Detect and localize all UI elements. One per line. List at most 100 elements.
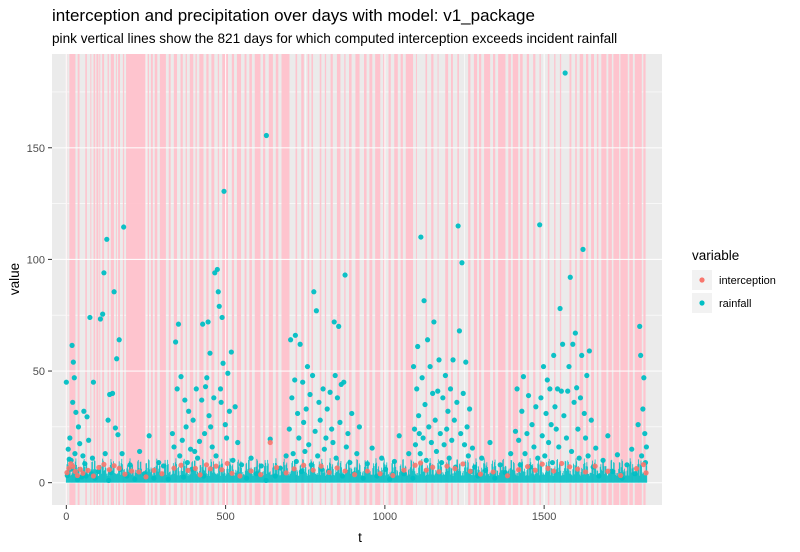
rainfall-point [538, 395, 544, 401]
rainfall-point [327, 389, 333, 395]
interception-point [574, 466, 581, 472]
rainfall-point [428, 439, 434, 446]
highlight-band [400, 54, 403, 505]
rainfall-point [492, 475, 498, 481]
rainfall-point [432, 417, 438, 423]
rainfall-point [213, 453, 219, 459]
rainfall-point [178, 374, 184, 380]
rainfall-point [306, 442, 312, 448]
rainfall-point [635, 422, 641, 428]
interception-point [643, 470, 649, 476]
rainfall-point [517, 462, 523, 468]
rainfall-point [258, 463, 264, 469]
rainfall-point [360, 475, 366, 481]
rainfall-point [354, 451, 360, 457]
interception-point [352, 472, 358, 478]
interception-point [326, 469, 332, 476]
rainfall-point [184, 459, 190, 466]
rainfall-point [638, 352, 644, 359]
interception-point [64, 470, 70, 476]
highlight-band [324, 54, 327, 505]
interception-point [430, 464, 436, 470]
rainfall-point [192, 448, 198, 455]
rainfall-point [479, 455, 485, 461]
rainfall-point [412, 442, 419, 448]
rainfall-point [497, 462, 503, 468]
rainfall-point [225, 370, 231, 376]
rainfall-point [418, 234, 424, 240]
highlight-band [147, 54, 149, 505]
highlight-band [150, 54, 153, 505]
rainfall-point [581, 410, 587, 417]
interception-point [524, 463, 531, 470]
interception-point [423, 467, 429, 473]
highlight-band [173, 54, 178, 505]
rainfall-point [542, 453, 548, 459]
highlight-band [450, 54, 453, 505]
highlight-band [629, 54, 633, 505]
rainfall-point [560, 341, 566, 347]
legend-dot-rainfall [699, 300, 705, 306]
rainfall-point [537, 222, 543, 228]
rainfall-point [121, 224, 127, 230]
interception-point [582, 469, 589, 475]
rainfall-point [175, 321, 182, 327]
rainfall-point [424, 337, 431, 343]
highlight-band [498, 54, 506, 505]
rainfall-point [290, 451, 296, 457]
interception-point [551, 468, 557, 474]
rainfall-point [292, 377, 298, 383]
rainfall-point [445, 408, 451, 414]
rainfall-point [342, 272, 348, 278]
highlight-band [311, 54, 314, 505]
rainfall-point [356, 424, 362, 430]
highlight-band [643, 54, 646, 505]
highlight-band [479, 54, 482, 505]
rainfall-point [180, 474, 187, 480]
rainfall-point [204, 375, 210, 381]
rainfall-point [293, 458, 299, 465]
highlight-band [295, 54, 298, 505]
rainfall-point [177, 453, 183, 459]
highlight-bands [66, 54, 646, 505]
rainfall-point [575, 426, 581, 432]
rainfall-point [387, 476, 393, 482]
rainfall-point [127, 462, 133, 468]
highlight-band [263, 54, 266, 505]
rainfall-point [639, 453, 645, 459]
rainfall-point [156, 459, 162, 466]
highlight-band [307, 54, 310, 505]
rainfall-point [70, 399, 76, 405]
highlight-band [383, 54, 386, 505]
rainfall-point [382, 466, 389, 472]
rainfall-point [614, 452, 621, 458]
interception-point [605, 468, 611, 474]
rainfall-point [196, 438, 203, 444]
interception-point [122, 471, 128, 477]
y-tick-label: 50 [33, 366, 45, 378]
rainfall-point [97, 316, 104, 322]
rainfall-point [207, 350, 213, 356]
highlight-band [159, 54, 166, 505]
highlight-band [102, 54, 105, 505]
rainfall-point [294, 410, 301, 417]
highlight-band [319, 54, 322, 505]
rainfall-point [289, 395, 295, 401]
rainfall-point [580, 246, 586, 252]
rainfall-point [596, 473, 602, 479]
rainfall-point [572, 330, 578, 336]
interception-point [85, 467, 91, 473]
rainfall-point [406, 451, 412, 457]
highlight-band [445, 54, 449, 505]
y-tick-label: 100 [27, 254, 45, 266]
chart-title: interception and precipitation over days… [52, 6, 535, 25]
rainfall-point [215, 289, 221, 295]
interception-point [377, 471, 383, 477]
rainfall-point [114, 356, 120, 362]
rainfall-point [298, 468, 305, 475]
rainfall-point [296, 435, 302, 441]
rainfall-point [567, 274, 573, 280]
highlight-band [189, 54, 194, 505]
rainfall-point [297, 341, 303, 347]
rainfall-point [391, 458, 398, 465]
